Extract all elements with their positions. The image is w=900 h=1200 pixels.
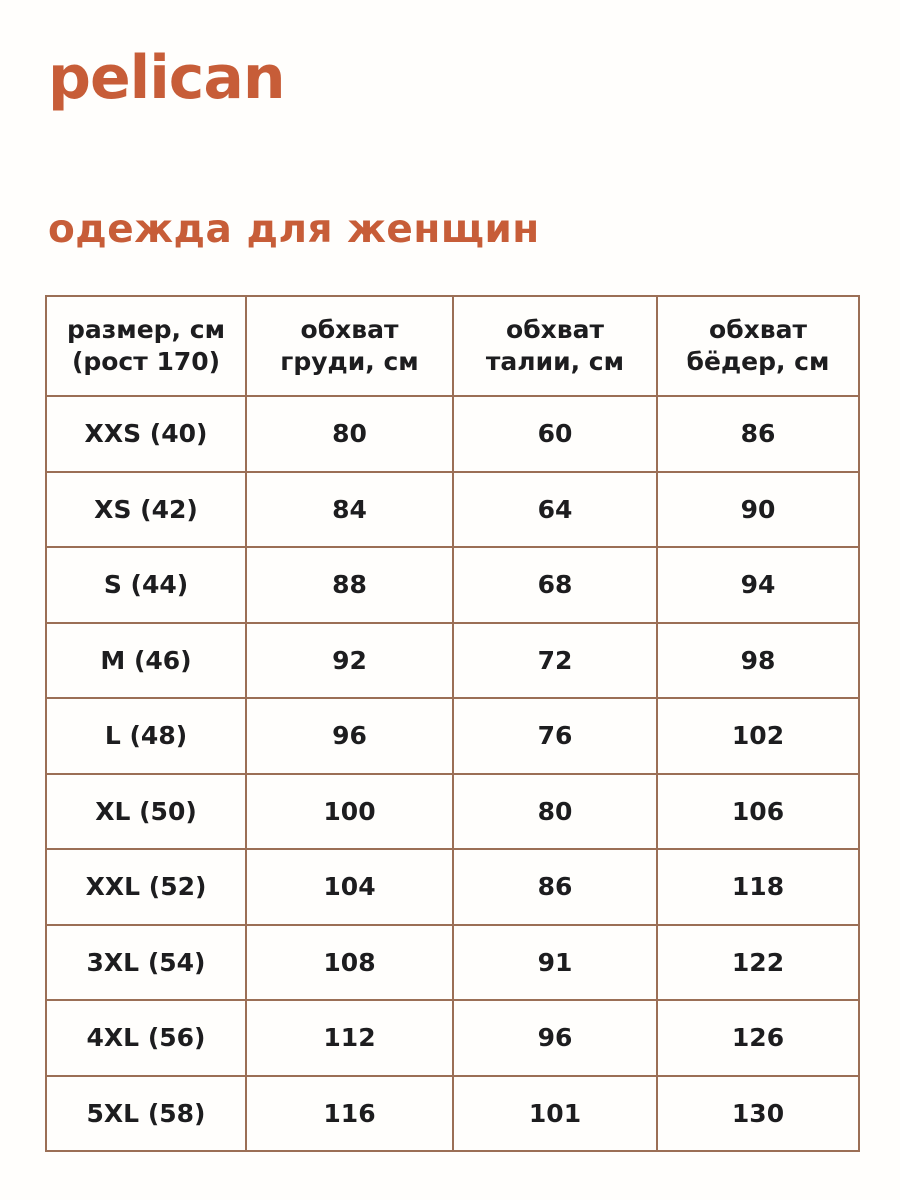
cell-size: XS (42) bbox=[45, 470, 247, 548]
cell-chest: 92 bbox=[245, 621, 454, 699]
cell-waist: 101 bbox=[452, 1074, 658, 1152]
cell-hips: 90 bbox=[656, 470, 860, 548]
header-line: размер, см bbox=[66, 315, 226, 344]
column-header-waist: обхват талии, см bbox=[452, 295, 658, 397]
cell-hips: 126 bbox=[656, 999, 860, 1077]
cell-chest: 108 bbox=[245, 923, 454, 1001]
cell-hips: 86 bbox=[656, 395, 860, 473]
cell-size: M (46) bbox=[45, 621, 247, 699]
cell-chest: 100 bbox=[245, 772, 454, 850]
table-row: L (48) 96 76 102 bbox=[45, 697, 860, 775]
cell-hips: 94 bbox=[656, 546, 860, 624]
header-line: обхват bbox=[709, 315, 807, 344]
table-row: 4XL (56) 112 96 126 bbox=[45, 999, 860, 1077]
cell-waist: 64 bbox=[452, 470, 658, 548]
brand-logo: pelican bbox=[48, 43, 286, 113]
column-header-hips: обхват бёдер, см bbox=[656, 295, 860, 397]
cell-waist: 72 bbox=[452, 621, 658, 699]
cell-waist: 60 bbox=[452, 395, 658, 473]
column-header-chest: обхват груди, см bbox=[245, 295, 454, 397]
cell-hips: 122 bbox=[656, 923, 860, 1001]
cell-waist: 76 bbox=[452, 697, 658, 775]
cell-size: 5XL (58) bbox=[45, 1074, 247, 1152]
cell-waist: 80 bbox=[452, 772, 658, 850]
cell-hips: 102 bbox=[656, 697, 860, 775]
cell-chest: 104 bbox=[245, 848, 454, 926]
header-line: обхват bbox=[300, 315, 399, 344]
table-row: XXS (40) 80 60 86 bbox=[45, 395, 860, 473]
table-row: XL (50) 100 80 106 bbox=[45, 772, 860, 850]
cell-size: XXS (40) bbox=[45, 395, 247, 473]
cell-size: S (44) bbox=[45, 546, 247, 624]
header-line: талии, см bbox=[485, 347, 625, 376]
table-row: S (44) 88 68 94 bbox=[45, 546, 860, 624]
table-header-row: размер, см (рост 170) обхват груди, см о… bbox=[45, 295, 860, 397]
cell-chest: 84 bbox=[245, 470, 454, 548]
cell-hips: 118 bbox=[656, 848, 860, 926]
cell-waist: 86 bbox=[452, 848, 658, 926]
table-row: XS (42) 84 64 90 bbox=[45, 470, 860, 548]
cell-size: 4XL (56) bbox=[45, 999, 247, 1077]
table-row: 5XL (58) 116 101 130 bbox=[45, 1074, 860, 1152]
header-line: бёдер, см bbox=[686, 347, 830, 376]
cell-chest: 80 bbox=[245, 395, 454, 473]
cell-hips: 98 bbox=[656, 621, 860, 699]
cell-chest: 116 bbox=[245, 1074, 454, 1152]
cell-waist: 91 bbox=[452, 923, 658, 1001]
cell-hips: 106 bbox=[656, 772, 860, 850]
table-row: M (46) 92 72 98 bbox=[45, 621, 860, 699]
cell-chest: 88 bbox=[245, 546, 454, 624]
cell-hips: 130 bbox=[656, 1074, 860, 1152]
table-row: 3XL (54) 108 91 122 bbox=[45, 923, 860, 1001]
cell-size: XXL (52) bbox=[45, 848, 247, 926]
column-header-size: размер, см (рост 170) bbox=[45, 295, 247, 397]
cell-size: 3XL (54) bbox=[45, 923, 247, 1001]
header-line: (рост 170) bbox=[71, 347, 221, 376]
cell-waist: 68 bbox=[452, 546, 658, 624]
table-row: XXL (52) 104 86 118 bbox=[45, 848, 860, 926]
cell-waist: 96 bbox=[452, 999, 658, 1077]
size-table: размер, см (рост 170) обхват груди, см о… bbox=[45, 295, 860, 1152]
cell-size: XL (50) bbox=[45, 772, 247, 850]
header-line: обхват bbox=[506, 315, 604, 344]
cell-chest: 112 bbox=[245, 999, 454, 1077]
header-line: груди, см bbox=[280, 347, 419, 376]
cell-chest: 96 bbox=[245, 697, 454, 775]
page-title: одежда для женщин bbox=[48, 207, 540, 252]
cell-size: L (48) bbox=[45, 697, 247, 775]
